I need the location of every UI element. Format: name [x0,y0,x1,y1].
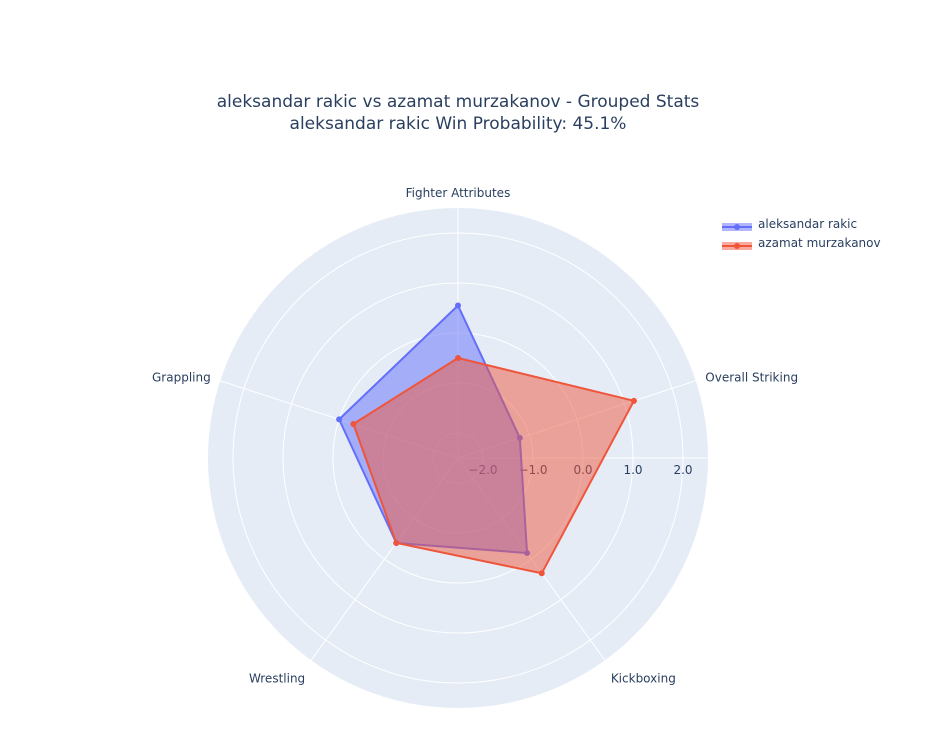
chart-title-line1: aleksandar rakic vs azamat murzakanov - … [216,92,700,112]
series-0-point-4 [336,416,343,423]
legend-label-0: aleksandar rakic [758,216,858,231]
legend-swatch-0 [722,218,752,231]
radial-tick-label-3: 1.0 [623,463,642,477]
legend-swatch-1 [722,237,752,250]
category-label-0: Fighter Attributes [406,186,511,200]
radial-tick-label-4: 2.0 [673,463,692,477]
category-label-2: Kickboxing [611,671,676,685]
series-1-point-1 [630,397,637,404]
legend-item-series-1[interactable]: azamat murzakanov [722,233,881,252]
category-label-1: Overall Striking [705,371,798,385]
series-1-point-2 [538,570,545,577]
chart-title: aleksandar rakic vs azamat murzakanov - … [0,91,916,135]
legend-label-1: azamat murzakanov [758,235,881,250]
series-1-point-0 [455,355,461,361]
category-label-3: Wrestling [249,671,305,685]
series-1-point-4 [350,421,357,428]
category-label-4: Grappling [152,371,211,385]
series-area-1 [352,357,635,575]
chart-title-line2: aleksandar rakic Win Probability: 45.1% [289,114,627,134]
series-1-point-3 [393,539,400,546]
series-0-point-0 [455,302,461,309]
legend-item-series-0[interactable]: aleksandar rakic [722,214,881,233]
legend: aleksandar rakic azamat murzakanov [722,214,881,252]
